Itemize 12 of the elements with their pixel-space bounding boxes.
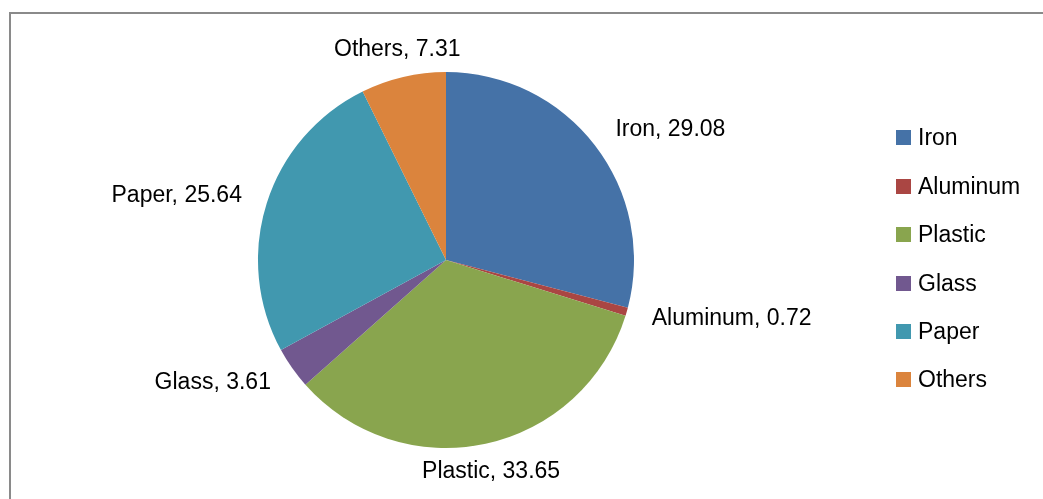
- data-label: Aluminum, 0.72: [651, 304, 812, 331]
- data-label: Plastic, 33.65: [422, 456, 561, 483]
- legend-label: Glass: [918, 269, 977, 297]
- legend-label: Aluminum: [918, 172, 1021, 200]
- data-label: Others, 7.31: [334, 34, 461, 61]
- legend-label: Paper: [918, 318, 980, 346]
- legend-label: Others: [918, 366, 988, 394]
- legend-label: Iron: [918, 124, 958, 152]
- data-label: Iron, 29.08: [615, 114, 726, 141]
- data-label: Glass, 3.61: [154, 368, 271, 395]
- legend-label: Plastic: [918, 221, 986, 249]
- data-label: Paper, 25.64: [111, 180, 243, 207]
